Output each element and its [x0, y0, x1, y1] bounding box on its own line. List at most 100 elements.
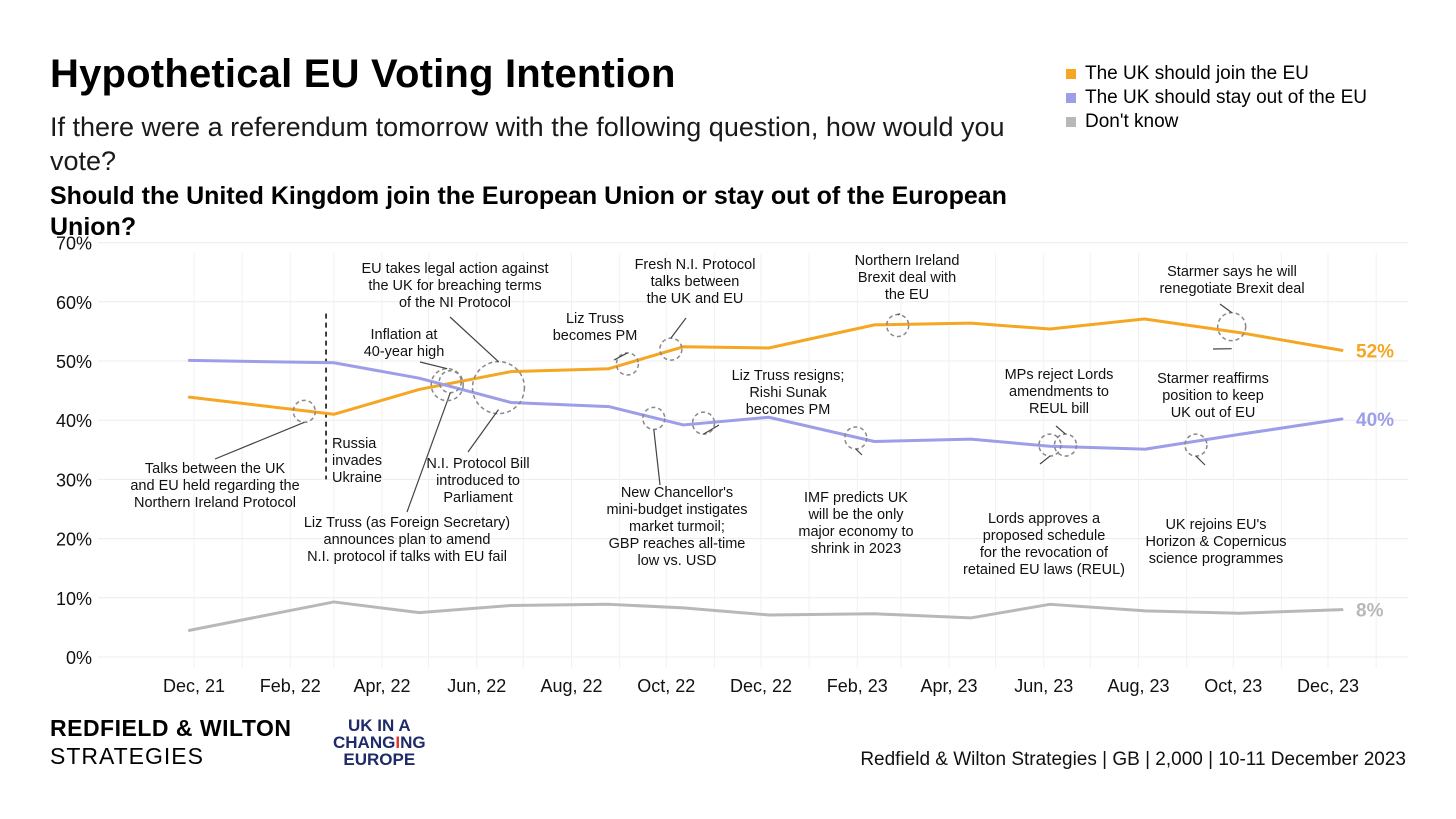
annotation-label: Starmer says he will [1167, 264, 1297, 280]
uk-in-a-changing-europe-logo: UK IN A CHANGING EUROPE [333, 717, 426, 768]
annotation-label: New Chancellor's [621, 485, 733, 501]
annotation-marker [1216, 311, 1247, 342]
annotation-label: UK rejoins EU's [1165, 517, 1266, 533]
legend-swatch-join [1066, 69, 1076, 79]
y-tick-label: 0% [66, 648, 92, 668]
annotation-leader [1195, 455, 1206, 466]
annotation-label: Brexit deal with [858, 270, 956, 286]
annotation-label: N.I. protocol if talks with EU fail [307, 549, 507, 565]
x-tick-label: Apr, 23 [920, 676, 977, 696]
logo-line-1: REDFIELD & WILTON [50, 715, 292, 741]
annotation-label: mini-budget instigates [606, 502, 747, 518]
chart-title: Hypothetical EU Voting Intention [50, 52, 676, 96]
annotation-label: MPs reject Lords [1005, 367, 1114, 383]
annotation-label: UK out of EU [1171, 405, 1256, 421]
annotation-label: announces plan to amend [324, 532, 491, 548]
annotation-leader [467, 409, 499, 453]
annotation-label: amendments to [1009, 384, 1109, 400]
annotation-leader [613, 352, 628, 361]
annotation-label: will be the only [807, 507, 904, 523]
annotation-leader [703, 424, 720, 435]
annotation-label: market turmoil; [629, 519, 725, 535]
annotation-label: IMF predicts UK [804, 490, 908, 506]
chart-legend: The UK should join the EU The UK should … [1066, 62, 1367, 134]
x-tick-label: Dec, 22 [730, 676, 792, 696]
annotation-leader [1055, 425, 1066, 435]
series-end-label: 40% [1356, 410, 1394, 431]
chart-subtitle: If there were a referendum tomorrow with… [50, 112, 1005, 176]
y-tick-label: 10% [56, 589, 92, 609]
legend-item-join: The UK should join the EU [1066, 62, 1367, 86]
annotation-label: becomes PM [553, 328, 638, 344]
logo2-line-3: EUROPE [343, 750, 416, 769]
y-tick-label: 60% [56, 293, 92, 313]
annotation-label: introduced to [436, 473, 520, 489]
annotation-leader [1219, 303, 1233, 314]
annotation-leader [670, 317, 687, 339]
annotation-marker [430, 367, 464, 402]
event-label: Russia [332, 436, 377, 452]
x-tick-label: Apr, 22 [353, 676, 410, 696]
annotation-label: position to keep [1162, 388, 1264, 404]
x-tick-label: Aug, 23 [1107, 676, 1169, 696]
survey-question: Should the United Kingdom join the Europ… [50, 182, 1007, 241]
y-tick-label: 50% [56, 352, 92, 372]
annotation-label: science programmes [1149, 551, 1284, 567]
annotation-label: Liz Truss resigns; [732, 368, 845, 384]
y-tick-label: 40% [56, 411, 92, 431]
redfield-wilton-logo: REDFIELD & WILTON STRATEGIES [50, 714, 291, 770]
legend-swatch-stay-out [1066, 93, 1076, 103]
annotation-label: shrink in 2023 [811, 541, 901, 557]
logo2-line-2: CHANGING [333, 733, 426, 752]
legend-label-dont-know: Don't know [1085, 111, 1179, 132]
event-label: Ukraine [332, 470, 382, 486]
logo2-line-1: UK IN A [347, 716, 411, 735]
annotation-label: EU takes legal action against [362, 261, 549, 277]
logo-line-2: STRATEGIES [50, 743, 204, 769]
annotation-leader [855, 448, 863, 456]
annotation-label: talks between [651, 274, 740, 290]
annotation-label: major economy to [798, 524, 913, 540]
annotation-label: Lords approves a [988, 511, 1101, 527]
x-tick-label: Feb, 23 [827, 676, 888, 696]
x-tick-label: Dec, 23 [1297, 676, 1359, 696]
dont-know-line [187, 600, 1344, 632]
annotation-label: renegotiate Brexit deal [1159, 281, 1304, 297]
y-tick-label: 30% [56, 470, 92, 490]
source-note: Redfield & Wilton Strategies | GB | 2,00… [860, 749, 1406, 770]
x-tick-label: Oct, 22 [637, 676, 695, 696]
x-tick-label: Oct, 23 [1204, 676, 1262, 696]
series-end-label: 52% [1356, 341, 1394, 362]
legend-item-stay-out: The UK should stay out of the EU [1066, 86, 1367, 110]
annotation-leader [419, 361, 448, 370]
annotation-leader [653, 429, 661, 486]
annotation-marker [1184, 433, 1208, 457]
annotation-leader [1039, 455, 1051, 465]
annotation-label: the UK and EU [647, 291, 744, 307]
annotation-label: low vs. USD [638, 553, 717, 569]
annotation-label: Fresh N.I. Protocol [635, 257, 756, 273]
annotation-label: GBP reaches all-time [609, 536, 746, 552]
annotation-label: Liz Truss [566, 311, 624, 327]
annotation-label: N.I. Protocol Bill [426, 456, 529, 472]
annotation-label: Northern Ireland [855, 253, 960, 269]
annotation-label: proposed schedule [983, 528, 1106, 544]
annotation-label: Northern Ireland Protocol [134, 495, 296, 511]
annotation-label: REUL bill [1029, 401, 1089, 417]
annotation-label: Horizon & Copernicus [1145, 534, 1286, 550]
x-tick-label: Feb, 22 [260, 676, 321, 696]
x-tick-label: Dec, 21 [163, 676, 225, 696]
annotation-label: Rishi Sunak [749, 385, 827, 401]
annotation-label: the EU [885, 287, 929, 303]
annotation-label: Starmer reaffirms [1157, 371, 1269, 387]
annotation-marker [471, 360, 526, 415]
x-tick-label: Jun, 23 [1014, 676, 1073, 696]
annotation-leader [449, 316, 499, 363]
x-tick-label: Aug, 22 [540, 676, 602, 696]
y-tick-label: 20% [56, 530, 92, 550]
legend-swatch-dont-know [1066, 117, 1076, 127]
annotation-leader [406, 392, 451, 513]
annotation-label: retained EU laws (REUL) [963, 562, 1125, 578]
legend-label-stay-out: The UK should stay out of the EU [1085, 87, 1367, 108]
